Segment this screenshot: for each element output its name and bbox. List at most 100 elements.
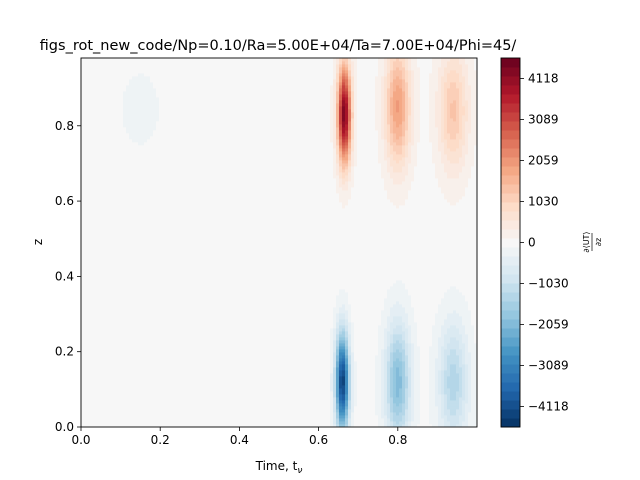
heatmap-cell — [150, 241, 154, 245]
heatmap-cell — [174, 136, 178, 140]
heatmap-cell — [195, 412, 199, 416]
heatmap-cell — [135, 349, 139, 353]
heatmap-cell — [114, 271, 118, 275]
heatmap-cell — [192, 97, 196, 101]
heatmap-cell — [174, 229, 178, 233]
heatmap-cell — [159, 175, 163, 179]
heatmap-cell — [174, 109, 178, 113]
heatmap-cell — [102, 340, 106, 344]
heatmap-cell — [180, 100, 184, 104]
heatmap-cell — [180, 361, 184, 365]
heatmap-cell — [123, 172, 127, 176]
heatmap-cell — [102, 136, 106, 140]
heatmap-cell — [138, 400, 142, 404]
heatmap-cell — [135, 277, 139, 281]
heatmap-cell — [84, 88, 88, 92]
heatmap-cell — [162, 142, 166, 146]
heatmap-cell — [168, 244, 172, 248]
heatmap-cell — [87, 115, 91, 119]
heatmap-cell — [144, 280, 148, 284]
heatmap-cell — [192, 253, 196, 257]
heatmap-cell — [180, 88, 184, 92]
heatmap-cell — [90, 277, 94, 281]
heatmap-cell — [171, 91, 175, 95]
heatmap-cell — [180, 391, 184, 395]
heatmap-cell — [195, 349, 199, 353]
heatmap-cell — [159, 385, 163, 389]
heatmap-cell — [96, 214, 100, 218]
heatmap-cell — [99, 142, 103, 146]
heatmap-cell — [156, 313, 160, 317]
heatmap-cell — [174, 415, 178, 419]
heatmap-cell — [81, 337, 85, 341]
heatmap-cell — [114, 160, 118, 164]
heatmap-cell — [90, 175, 94, 179]
heatmap-cell — [165, 169, 169, 173]
heatmap-cell — [189, 136, 193, 140]
heatmap-cell — [168, 343, 172, 347]
heatmap-cell — [141, 64, 145, 68]
heatmap-cell — [117, 211, 121, 215]
heatmap-cell — [99, 283, 103, 287]
heatmap-cell — [111, 304, 115, 308]
heatmap-cell — [195, 340, 199, 344]
heatmap-cell — [141, 103, 145, 107]
heatmap-cell — [108, 97, 112, 101]
heatmap-cell — [153, 220, 157, 224]
heatmap-cell — [138, 253, 142, 257]
heatmap-cell — [156, 91, 160, 95]
heatmap-cell — [93, 79, 97, 83]
heatmap-cell — [156, 421, 160, 425]
heatmap-cell — [108, 193, 112, 197]
heatmap-cell — [144, 223, 148, 227]
heatmap-cell — [156, 73, 160, 77]
heatmap-cell — [129, 403, 133, 407]
heatmap-cell — [168, 148, 172, 152]
heatmap-cell — [93, 334, 97, 338]
heatmap-cell — [186, 97, 190, 101]
heatmap-cell — [99, 202, 103, 206]
heatmap-cell — [81, 175, 85, 179]
heatmap-cell — [177, 262, 181, 266]
heatmap-cell — [201, 244, 205, 248]
heatmap-cell — [183, 382, 187, 386]
heatmap-cell — [144, 334, 148, 338]
heatmap-cell — [153, 289, 157, 293]
heatmap-cell — [153, 109, 157, 113]
heatmap-cell — [126, 88, 130, 92]
heatmap-cell — [102, 70, 106, 74]
heatmap-cell — [90, 274, 94, 278]
heatmap-cell — [123, 316, 127, 320]
heatmap-cell — [96, 304, 100, 308]
heatmap-cell — [168, 358, 172, 362]
heatmap-cell — [168, 301, 172, 305]
heatmap-cell — [135, 145, 139, 149]
heatmap-cell — [135, 187, 139, 191]
heatmap-cell — [162, 73, 166, 77]
heatmap-cell — [153, 256, 157, 260]
heatmap-cell — [111, 85, 115, 89]
heatmap-cell — [84, 313, 88, 317]
heatmap-cell — [129, 199, 133, 203]
heatmap-cell — [126, 361, 130, 365]
heatmap-cell — [90, 103, 94, 107]
heatmap-cell — [96, 223, 100, 227]
heatmap-cell — [96, 361, 100, 365]
heatmap-cell — [138, 397, 142, 401]
heatmap-cell — [84, 301, 88, 305]
heatmap-cell — [174, 316, 178, 320]
heatmap-cell — [147, 193, 151, 197]
heatmap-cell — [105, 130, 109, 134]
heatmap-cell — [159, 121, 163, 125]
heatmap-cell — [147, 64, 151, 68]
heatmap-cell — [90, 121, 94, 125]
heatmap-cell — [108, 112, 112, 116]
heatmap-cell — [117, 331, 121, 335]
heatmap-cell — [198, 76, 202, 80]
heatmap-cell — [138, 274, 142, 278]
heatmap-cell — [186, 370, 190, 374]
heatmap-cell — [189, 301, 193, 305]
heatmap-cell — [123, 238, 127, 242]
heatmap-cell — [126, 256, 130, 260]
heatmap-cell — [141, 331, 145, 335]
